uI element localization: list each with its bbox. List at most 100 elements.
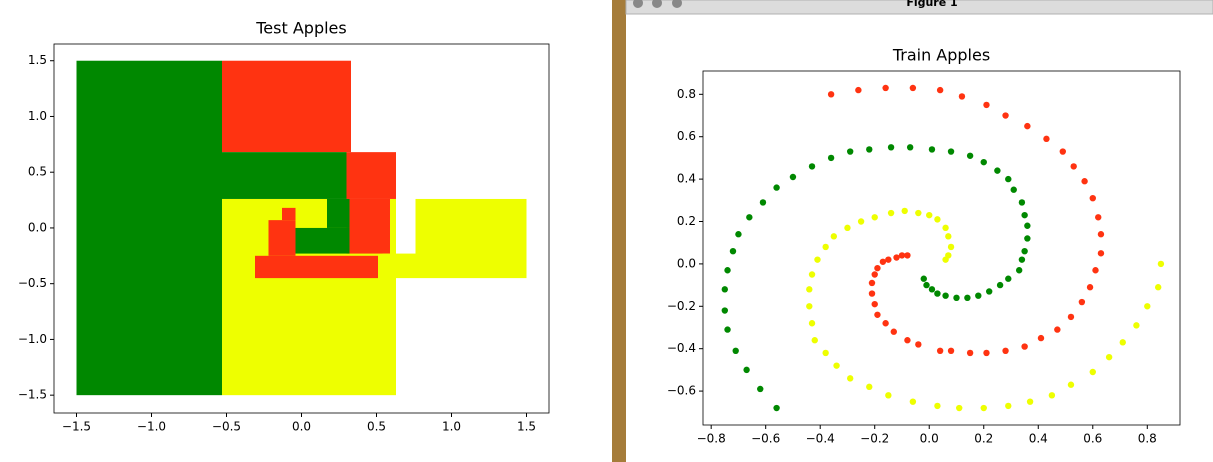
zoom-button[interactable] (672, 0, 682, 8)
y-tick-label: 0.0 (28, 220, 47, 234)
chart-title: Train Apples (892, 46, 990, 65)
region (327, 198, 350, 228)
point (806, 286, 813, 293)
point (1078, 298, 1086, 306)
y-tick-label: 1.5 (28, 53, 47, 67)
point (964, 294, 971, 302)
x-tick-label: 0.0 (920, 432, 939, 446)
point (901, 207, 908, 215)
point (868, 290, 876, 297)
x-tick-label: 0.2 (974, 432, 993, 446)
point (846, 148, 854, 155)
region (346, 198, 390, 254)
y-tick-label: −1.0 (18, 332, 47, 346)
x-tick-label: −1.5 (62, 420, 91, 434)
point (1018, 256, 1026, 263)
x-tick-label: −0.4 (806, 432, 835, 446)
region (268, 220, 296, 256)
point (789, 173, 797, 181)
region (222, 60, 351, 153)
point (1048, 392, 1056, 399)
point (735, 231, 742, 238)
point (915, 209, 922, 217)
point (904, 252, 911, 259)
point (947, 347, 955, 355)
point (928, 146, 936, 153)
point (866, 383, 873, 391)
point (808, 320, 816, 327)
x-tick-label: −0.6 (751, 432, 780, 446)
point (915, 341, 922, 348)
point (909, 84, 917, 92)
point (822, 243, 829, 251)
point (1024, 222, 1031, 229)
point (1021, 247, 1028, 255)
point (994, 167, 1001, 174)
y-tick-label: −0.6 (667, 384, 696, 398)
point (1002, 112, 1009, 119)
y-tick-label: 0.0 (677, 256, 696, 270)
point (1086, 284, 1094, 291)
point (830, 233, 838, 240)
point (1133, 322, 1140, 329)
point (980, 158, 987, 166)
point (1015, 267, 1023, 274)
desktop-strip (612, 0, 626, 462)
point (1144, 303, 1151, 310)
point (898, 252, 906, 259)
point (1089, 368, 1096, 376)
point (773, 404, 780, 412)
point (1021, 343, 1028, 350)
point (833, 362, 840, 369)
point (983, 101, 990, 109)
y-tick-label: −0.5 (18, 276, 47, 290)
point (893, 254, 900, 261)
point (1005, 402, 1012, 410)
y-tick-label: −0.2 (667, 299, 696, 313)
x-tick-label: 0.4 (1029, 432, 1048, 446)
point (966, 152, 974, 159)
point (721, 307, 729, 314)
point (1059, 148, 1066, 155)
point (936, 86, 944, 94)
point (814, 256, 821, 263)
point (806, 303, 813, 310)
point (885, 256, 892, 263)
point (909, 398, 917, 405)
point (1092, 267, 1099, 274)
x-tick-label: 1.5 (517, 420, 536, 434)
point (1067, 313, 1075, 321)
region (76, 60, 222, 396)
minimize-button[interactable] (652, 0, 662, 8)
x-tick-label: 0.5 (367, 420, 386, 434)
y-tick-label: 0.2 (677, 214, 696, 228)
point (1067, 381, 1075, 388)
point (1024, 122, 1031, 130)
point (811, 337, 818, 344)
point (1054, 326, 1061, 333)
point (936, 347, 944, 355)
point (1043, 135, 1050, 143)
y-tick-label: 0.6 (677, 129, 696, 143)
point (885, 392, 892, 399)
point (1081, 178, 1088, 185)
region (295, 227, 350, 254)
point (887, 144, 895, 151)
y-tick-label: 0.8 (677, 87, 696, 101)
region (222, 152, 347, 199)
point (975, 292, 982, 299)
point (724, 267, 731, 274)
point (1021, 211, 1028, 219)
close-button[interactable] (633, 0, 643, 8)
x-tick-label: −1.0 (137, 420, 166, 434)
point (1097, 231, 1105, 238)
point (923, 281, 930, 289)
point (942, 256, 949, 263)
point (732, 347, 739, 355)
x-tick-label: −0.5 (212, 420, 241, 434)
point (1095, 214, 1102, 221)
point (1070, 163, 1077, 170)
point (743, 366, 750, 374)
point (757, 385, 764, 393)
